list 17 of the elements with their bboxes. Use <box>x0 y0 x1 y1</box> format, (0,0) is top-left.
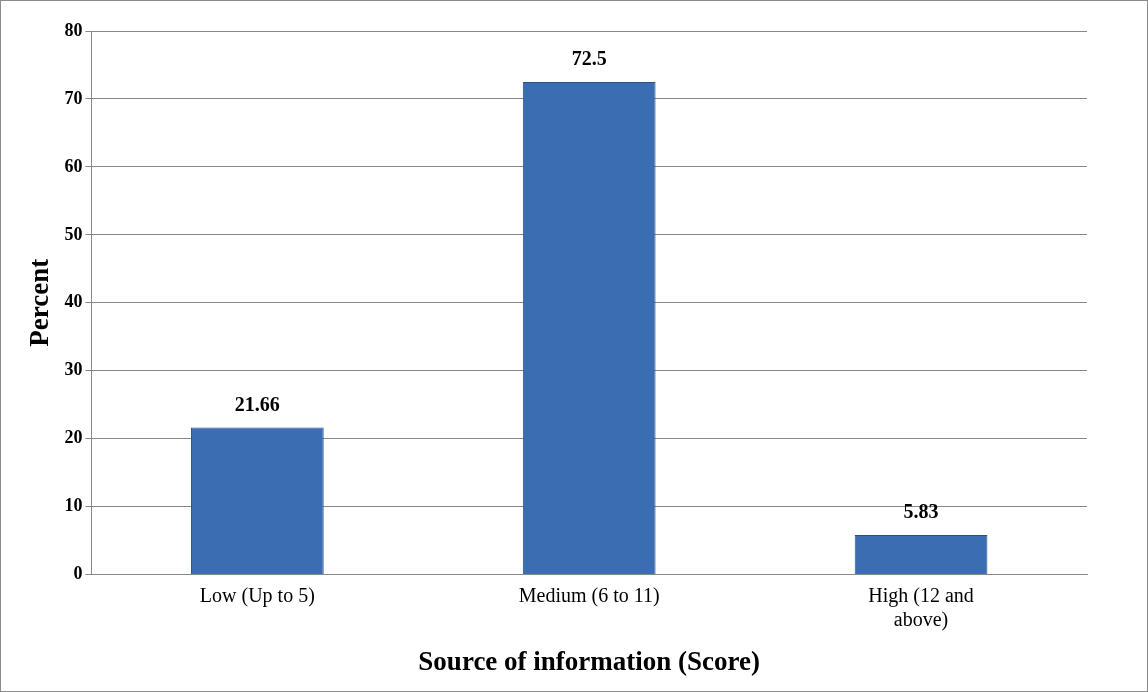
y-tick-label: 70 <box>64 87 83 108</box>
y-tick-label: 80 <box>64 19 83 40</box>
y-tick-label: 10 <box>64 495 83 516</box>
x-tick-label: High (12 and above) <box>868 583 974 631</box>
data-label: 21.66 <box>234 392 280 415</box>
x-tick-label: Low (Up to 5) <box>199 583 315 607</box>
data-label: 5.83 <box>903 500 939 523</box>
y-tick-label: 30 <box>64 359 83 380</box>
y-tick-label: 20 <box>64 427 83 448</box>
data-label: 72.5 <box>571 47 607 70</box>
y-axis-title: Percent <box>24 258 55 347</box>
y-tick-label: 40 <box>64 291 83 312</box>
x-tick-label: Medium (6 to 11) <box>518 583 660 607</box>
y-tick-label: 60 <box>64 155 83 176</box>
y-tick-label: 50 <box>64 223 83 244</box>
x-axis-title: Source of information (Score) <box>418 645 761 676</box>
y-tick-label: 0 <box>73 563 83 584</box>
